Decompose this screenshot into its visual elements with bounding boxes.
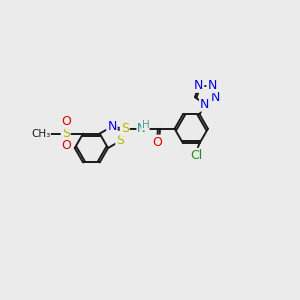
Text: N: N	[107, 120, 117, 133]
Text: N: N	[207, 79, 217, 92]
Text: O: O	[152, 136, 162, 149]
Text: N: N	[211, 91, 220, 104]
Text: N: N	[200, 98, 209, 111]
Text: O: O	[61, 115, 71, 128]
Text: N: N	[194, 79, 203, 92]
Text: H: H	[142, 120, 149, 130]
Text: N: N	[137, 122, 146, 135]
Text: Cl: Cl	[190, 149, 202, 162]
Text: S: S	[121, 122, 129, 135]
Text: S: S	[62, 127, 70, 140]
Text: CH₃: CH₃	[31, 129, 50, 139]
Text: O: O	[61, 139, 71, 152]
Text: S: S	[116, 134, 124, 148]
